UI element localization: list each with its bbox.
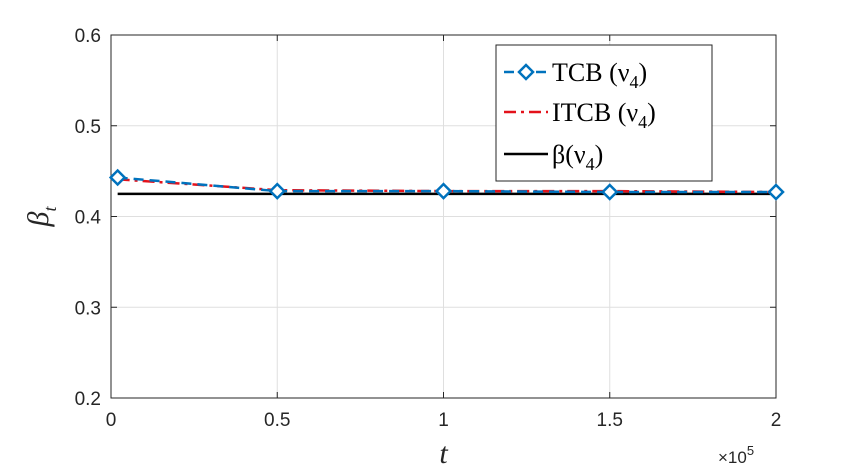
x-axis-exponent-base: ×10 — [718, 448, 747, 467]
x-tick-label: 0 — [106, 410, 117, 431]
series-point — [434, 182, 453, 200]
legend-marker — [517, 63, 535, 81]
x-axis-label: t — [439, 437, 448, 470]
x-axis-exponent-power: 5 — [747, 443, 754, 458]
series-point — [767, 183, 785, 201]
x-tick-label: 0.5 — [264, 410, 290, 431]
series-0 — [108, 168, 785, 201]
y-tick-label: 0.2 — [75, 389, 101, 410]
legend-entry-close: ) — [595, 140, 604, 169]
y-tick-label: 0.3 — [75, 298, 101, 319]
legend-entry-name: ITCB (ν — [552, 98, 638, 127]
y-tick-label: 0.5 — [75, 117, 101, 138]
series-point — [268, 182, 287, 200]
y-tick-label: 0.4 — [75, 208, 102, 229]
y-axis-label-main: β — [22, 211, 55, 227]
legend: TCB (ν4)ITCB (ν4)β(ν4) — [495, 44, 713, 182]
series-point — [600, 183, 619, 201]
y-tick-label: 0.6 — [75, 26, 101, 47]
legend-entry-label: β(ν4) — [552, 140, 603, 174]
legend-entry-subscript: 4 — [638, 112, 647, 132]
legend-entry-name: β(ν — [552, 140, 586, 169]
y-axis-label-subscript: t — [40, 206, 60, 212]
x-tick-label: 2 — [771, 410, 782, 431]
x-tick-label: 1.5 — [597, 410, 623, 431]
x-axis-ticks: 0 0.5 1 1.5 2 — [106, 35, 782, 431]
x-axis-exponent-label: ×105 — [718, 443, 754, 467]
series-point — [108, 168, 127, 187]
legend-entry-subscript: 4 — [629, 72, 638, 92]
legend-entry-close: ) — [638, 58, 647, 87]
legend-entry-name: TCB (ν — [552, 58, 630, 87]
y-axis-label: βt — [22, 206, 60, 228]
series-layer — [108, 168, 785, 201]
legend-entry-subscript: 4 — [586, 154, 595, 174]
legend-entry-label: ITCB (ν4) — [552, 98, 656, 132]
x-tick-label: 1 — [438, 410, 449, 431]
y-axis-ticks: 0.2 0.3 0.4 0.5 0.6 — [75, 26, 776, 410]
legend-entry-label: TCB (ν4) — [552, 58, 647, 92]
legend-entry-close: ) — [647, 98, 656, 127]
